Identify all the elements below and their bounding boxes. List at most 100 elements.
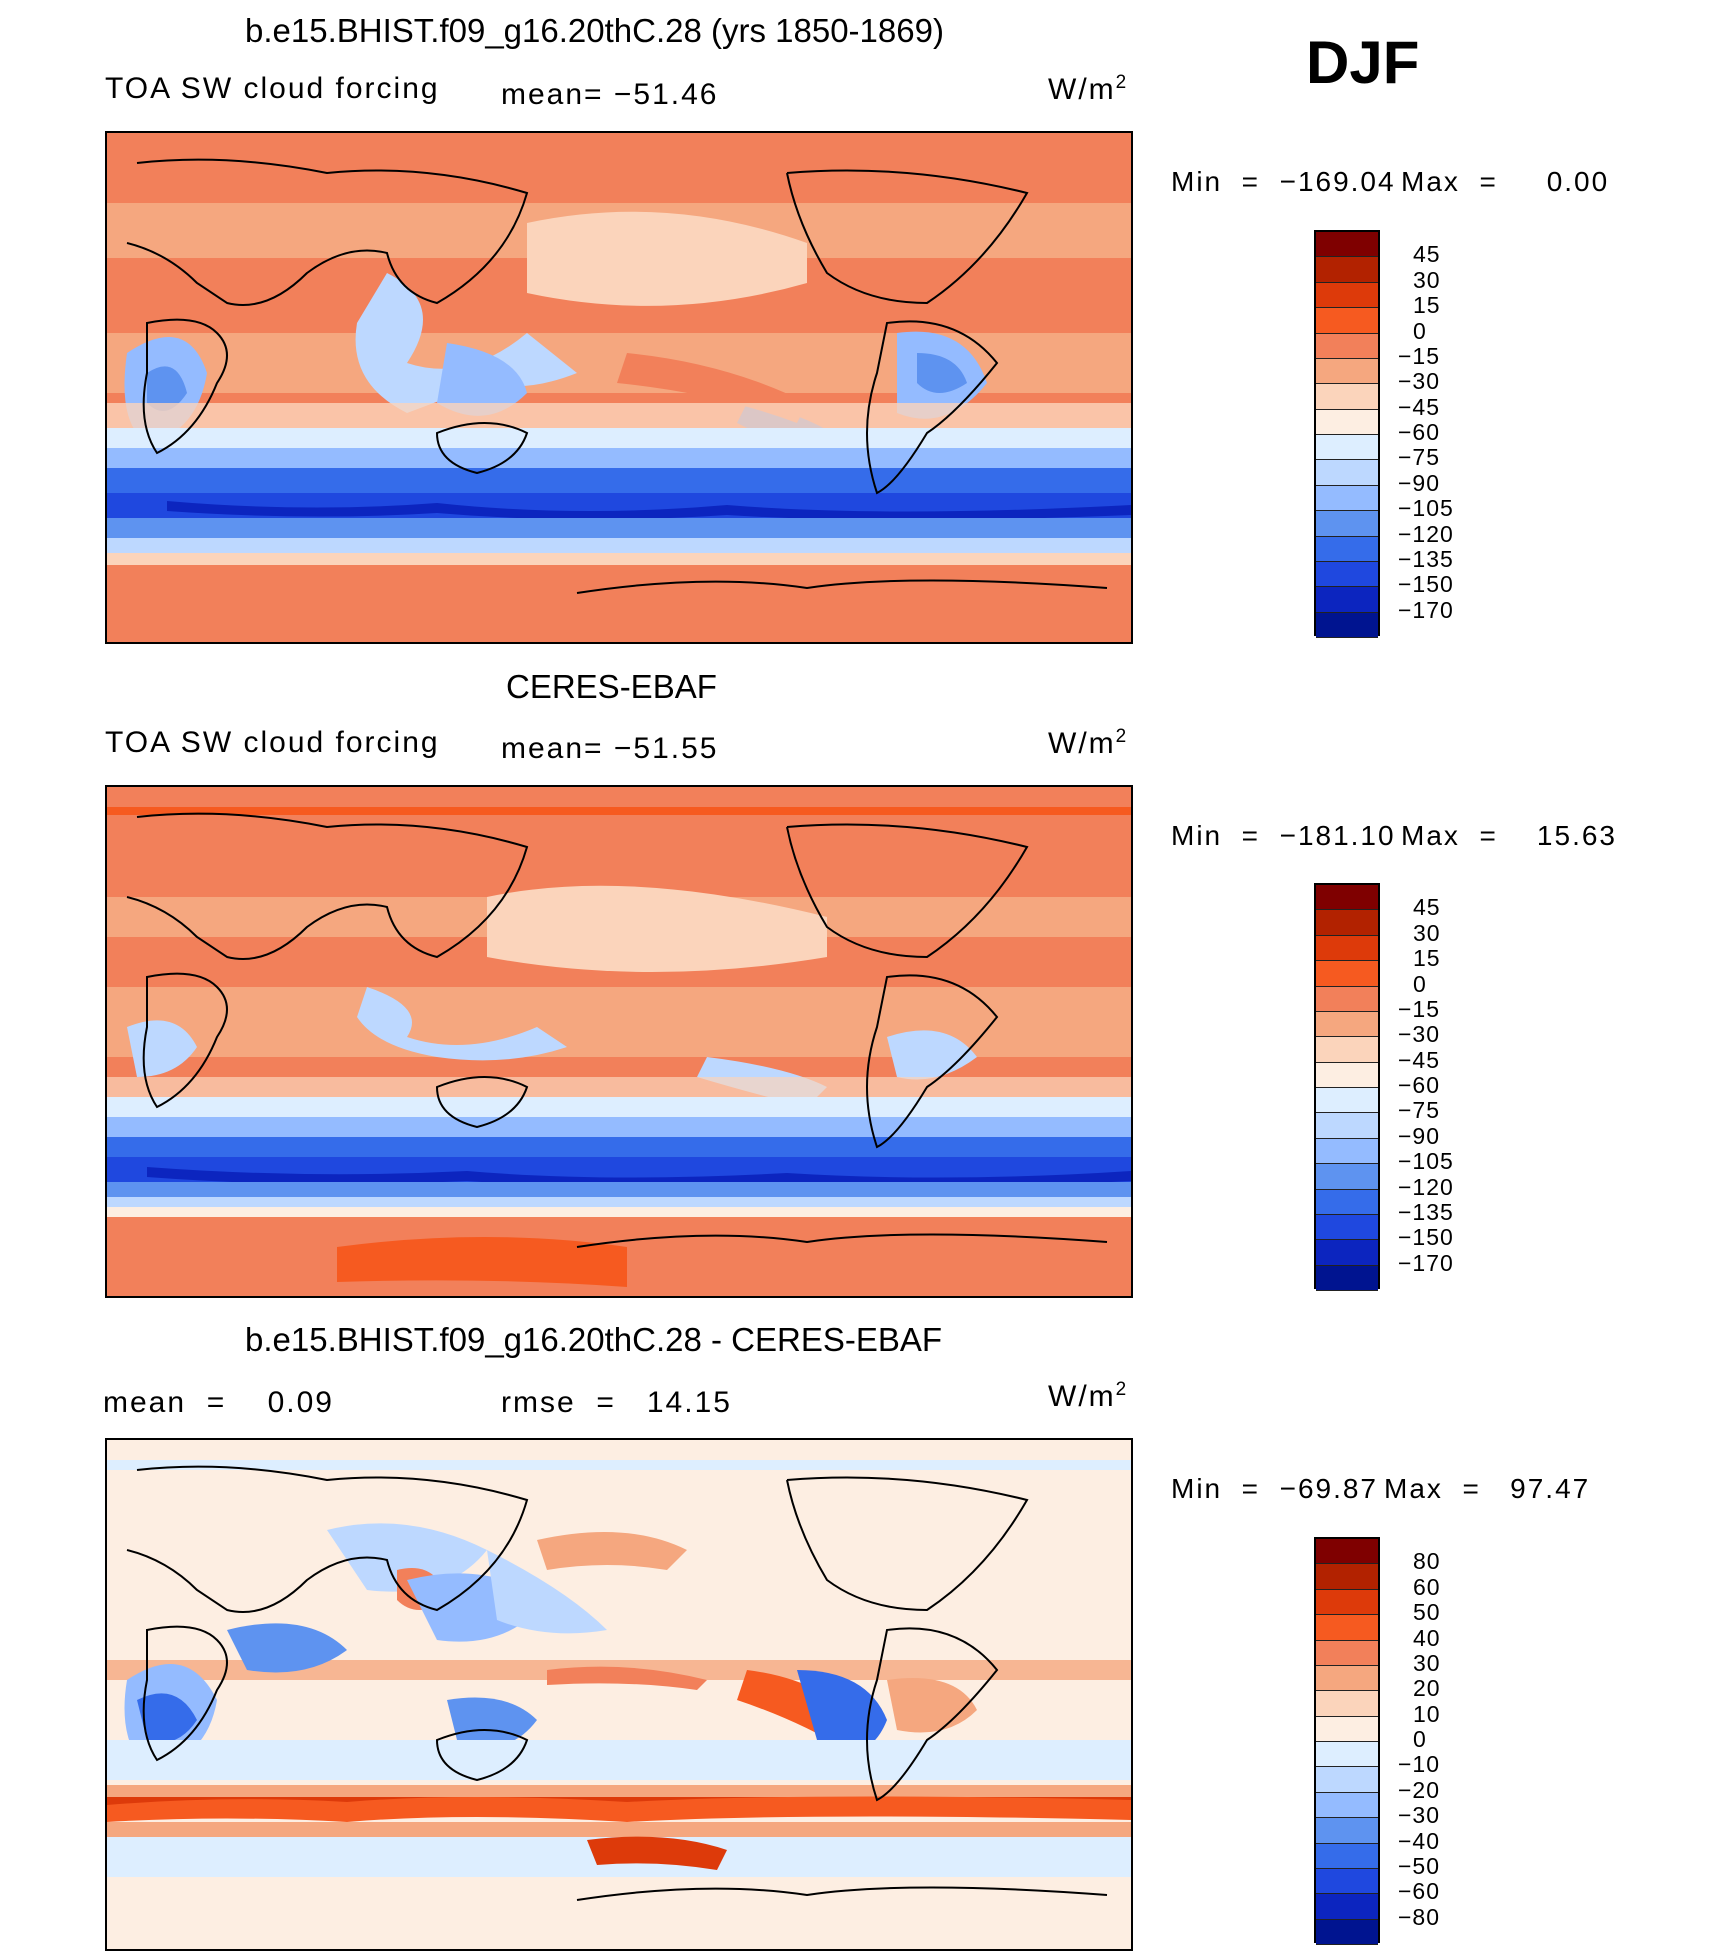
colorbar-tick-label: 45 (1413, 241, 1441, 268)
colorbar-cell (1316, 282, 1378, 309)
colorbar-tick-label: −170 (1398, 1249, 1454, 1276)
colorbar-cell (1316, 986, 1378, 1012)
colorbar-tick-label: −15 (1398, 342, 1441, 369)
colorbar-cell (1316, 1818, 1378, 1844)
colorbar-cell (1316, 333, 1378, 359)
colorbar-cell (1316, 1113, 1378, 1139)
colorbar-tick-label: 45 (1413, 894, 1441, 921)
season-label: DJF (1306, 29, 1420, 96)
colorbar-tick-label: −80 (1398, 1903, 1441, 1930)
colorbar-tick-label: −120 (1398, 520, 1454, 547)
colorbar-cell (1316, 1589, 1378, 1616)
colorbar-cell (1316, 1919, 1378, 1945)
panel-3-colorbar (1314, 1537, 1380, 1945)
colorbar-cell (1316, 1767, 1378, 1793)
colorbar-cell (1316, 1640, 1378, 1666)
colorbar-cell (1316, 485, 1378, 512)
panel-3-map-graphic (107, 1440, 1131, 1949)
panel-1-mean-label: mean= −51.46 (501, 78, 719, 111)
colorbar-tick-label: −150 (1398, 1224, 1454, 1251)
colorbar-cell (1316, 232, 1378, 258)
colorbar-tick-label: 80 (1413, 1548, 1441, 1575)
panel-2-min-label: Min = −181.10 (1171, 820, 1396, 851)
colorbar-tick-label: 0 (1413, 1726, 1427, 1752)
colorbar-cell (1316, 409, 1378, 435)
colorbar-tick-label: −90 (1398, 469, 1441, 496)
panel-3-map (105, 1438, 1133, 1951)
colorbar-tick-label: −30 (1398, 1802, 1441, 1829)
colorbar-cell (1316, 1240, 1378, 1266)
colorbar-tick-label: −75 (1398, 444, 1441, 471)
colorbar-cell (1316, 1088, 1378, 1114)
colorbar-cell (1316, 612, 1378, 638)
colorbar-cell (1316, 935, 1378, 962)
colorbar-tick-label: 60 (1413, 1573, 1441, 1600)
colorbar-cell (1316, 1189, 1378, 1215)
colorbar-cell (1316, 1037, 1378, 1063)
colorbar-cell (1316, 460, 1378, 486)
panel-3-min-label: Min = −69.87 (1171, 1473, 1379, 1504)
panel-1-variable-label: TOA SW cloud forcing (105, 72, 440, 105)
colorbar-tick-label: −45 (1398, 1046, 1441, 1073)
colorbar-cell (1316, 961, 1378, 987)
colorbar-tick-label: −20 (1398, 1776, 1441, 1803)
colorbar-cell (1316, 1539, 1378, 1565)
colorbar-tick-label: −135 (1398, 545, 1454, 572)
colorbar-cell (1316, 1894, 1378, 1920)
colorbar-cell (1316, 308, 1378, 334)
colorbar-cell (1316, 1868, 1378, 1895)
panel-2-colorbar (1314, 883, 1380, 1291)
colorbar-tick-label: −75 (1398, 1097, 1441, 1124)
colorbar-cell (1316, 1792, 1378, 1819)
colorbar-tick-label: −60 (1398, 1072, 1441, 1098)
colorbar-cell (1316, 1615, 1378, 1641)
colorbar-cell (1316, 358, 1378, 385)
panel-3-rmse-label: rmse = 14.15 (501, 1386, 732, 1419)
colorbar-cell (1316, 536, 1378, 562)
panel-1-map-graphic (107, 133, 1131, 642)
colorbar-tick-label: 10 (1413, 1700, 1441, 1727)
colorbar-cell (1316, 384, 1378, 410)
colorbar-cell (1316, 885, 1378, 911)
colorbar-tick-label: −150 (1398, 571, 1454, 598)
colorbar-tick-label: −170 (1398, 596, 1454, 623)
colorbar-cell (1316, 1564, 1378, 1590)
panel-1-units: W/m2 (1048, 72, 1129, 106)
colorbar-tick-label: 30 (1413, 1649, 1441, 1676)
panel-2-mean-label: mean= −51.55 (501, 732, 719, 765)
panel-1-title: b.e15.BHIST.f09_g16.20thC.28 (yrs 1850-1… (245, 12, 944, 49)
panel-1-map (105, 131, 1133, 644)
colorbar-cell (1316, 1691, 1378, 1717)
colorbar-tick-label: −40 (1398, 1827, 1441, 1854)
colorbar-tick-label: −135 (1398, 1198, 1454, 1225)
colorbar-cell (1316, 511, 1378, 537)
colorbar-tick-label: 30 (1413, 919, 1441, 946)
colorbar-cell (1316, 561, 1378, 588)
colorbar-cell (1316, 1665, 1378, 1692)
panel-2-units: W/m2 (1048, 726, 1129, 760)
colorbar-tick-label: 50 (1413, 1599, 1441, 1626)
colorbar-cell (1316, 1011, 1378, 1038)
panel-2-variable-label: TOA SW cloud forcing (105, 726, 440, 759)
colorbar-tick-label: −30 (1398, 368, 1441, 395)
colorbar-tick-label: −15 (1398, 995, 1441, 1022)
colorbar-tick-label: 20 (1413, 1675, 1441, 1702)
colorbar-cell (1316, 1716, 1378, 1742)
colorbar-cell (1316, 1265, 1378, 1291)
colorbar-tick-label: −30 (1398, 1021, 1441, 1048)
colorbar-tick-label: −90 (1398, 1122, 1441, 1149)
panel-1-colorbar (1314, 230, 1380, 638)
colorbar-cell (1316, 910, 1378, 936)
colorbar-tick-label: −60 (1398, 419, 1441, 445)
colorbar-tick-label: −105 (1398, 495, 1454, 522)
colorbar-cell (1316, 1843, 1378, 1869)
colorbar-tick-label: 0 (1413, 317, 1427, 344)
colorbar-tick-label: −45 (1398, 393, 1441, 420)
colorbar-tick-label: 15 (1413, 292, 1441, 319)
panel-1-max-label: Max = 0.00 (1401, 166, 1610, 197)
panel-3-units: W/m2 (1048, 1379, 1129, 1413)
panel-1-min-label: Min = −169.04 (1171, 166, 1396, 197)
colorbar-tick-label: −120 (1398, 1173, 1454, 1200)
panel-2-map-graphic (107, 787, 1131, 1296)
colorbar-tick-label: 15 (1413, 945, 1441, 972)
